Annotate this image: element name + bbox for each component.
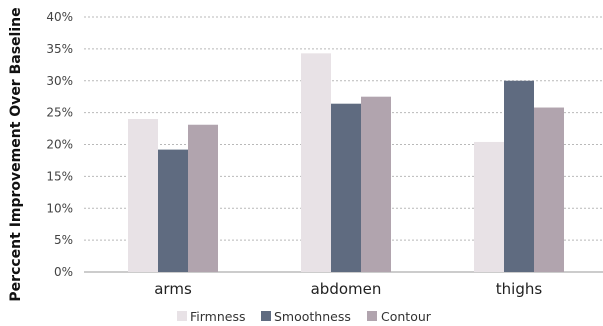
bar-firmness-thighs bbox=[474, 141, 504, 272]
legend-label-smoothness: Smoothness bbox=[274, 309, 351, 324]
legend-swatch-smoothness bbox=[261, 311, 271, 321]
y-axis-title: Perccent Improvement Over Baseline bbox=[8, 7, 24, 301]
bar-smoothness-thighs bbox=[504, 80, 534, 272]
legend-label-contour: Contour bbox=[381, 309, 432, 324]
bar-firmness-abdomen bbox=[301, 53, 331, 273]
y-tick-label: 20% bbox=[46, 138, 73, 152]
legend: Firmness Smoothness Contour bbox=[177, 309, 432, 324]
bars bbox=[128, 53, 564, 273]
x-axis-categories: arms abdomen thighs bbox=[154, 280, 542, 298]
bar-smoothness-abdomen bbox=[331, 103, 361, 272]
bar-smoothness-arms bbox=[158, 149, 188, 272]
bar-contour-thighs bbox=[534, 107, 564, 273]
y-tick-label: 40% bbox=[46, 10, 73, 24]
legend-label-firmness: Firmness bbox=[190, 309, 246, 324]
y-tick-label: 30% bbox=[46, 74, 73, 88]
bar-firmness-arms bbox=[128, 119, 158, 272]
y-tick-label: 35% bbox=[46, 42, 73, 56]
legend-swatch-firmness bbox=[177, 311, 187, 321]
y-tick-label: 25% bbox=[46, 106, 73, 120]
y-tick-label: 15% bbox=[46, 169, 73, 183]
y-tick-label: 0% bbox=[54, 265, 73, 279]
y-tick-label: 5% bbox=[54, 233, 73, 247]
bar-contour-abdomen bbox=[361, 96, 391, 272]
x-category-label: abdomen bbox=[311, 280, 382, 298]
bar-contour-arms bbox=[188, 124, 218, 272]
y-axis-ticks: 0% 5% 10% 15% 20% 25% 30% 35% 40% bbox=[46, 10, 73, 279]
y-tick-label: 10% bbox=[46, 201, 73, 215]
x-category-label: thighs bbox=[496, 280, 543, 298]
x-category-label: arms bbox=[154, 280, 192, 298]
legend-swatch-contour bbox=[367, 311, 377, 321]
